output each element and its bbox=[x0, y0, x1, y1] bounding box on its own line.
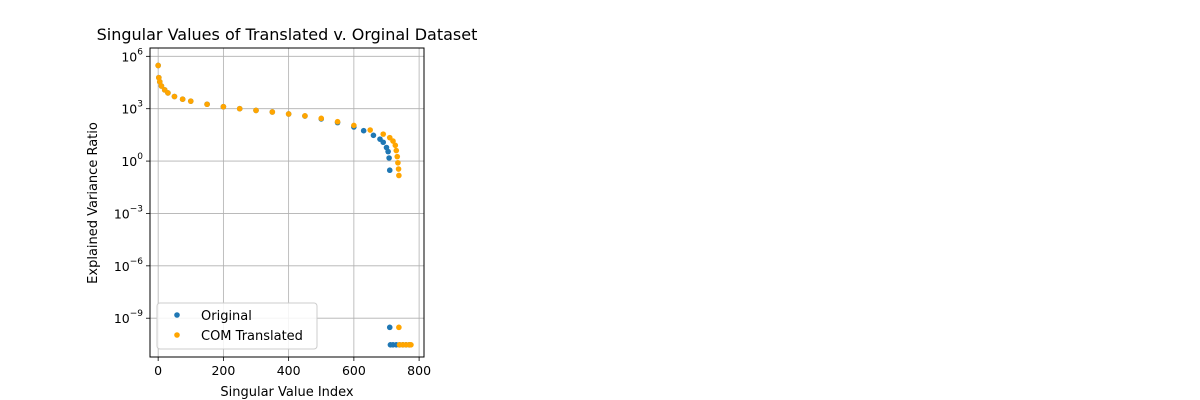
data-point bbox=[380, 131, 387, 137]
data-point bbox=[171, 93, 178, 100]
y-axis-label: Explained Variance Ratio bbox=[86, 122, 101, 284]
data-point bbox=[370, 132, 377, 139]
data-point bbox=[253, 107, 259, 114]
x-tick-label: 800 bbox=[407, 363, 431, 378]
data-point bbox=[285, 111, 292, 117]
chart-title: Singular Values of Translated v. Orginal… bbox=[97, 25, 478, 44]
data-point bbox=[395, 159, 401, 166]
data-point bbox=[156, 78, 163, 85]
data-point bbox=[386, 324, 393, 331]
data-point bbox=[220, 103, 227, 110]
data-point bbox=[187, 98, 194, 104]
y-tick-label: 10−9 bbox=[114, 309, 143, 326]
data-point bbox=[351, 122, 357, 129]
data-point bbox=[165, 90, 171, 96]
y-axis-ticks: 10−9 10−6 10−3 100 103 106 bbox=[114, 47, 150, 326]
data-point bbox=[396, 324, 402, 331]
legend-box bbox=[156, 302, 318, 350]
y-tick-label: 100 bbox=[121, 152, 143, 169]
data-point bbox=[367, 127, 373, 133]
data-point bbox=[390, 138, 396, 144]
data-point bbox=[394, 153, 401, 160]
data-point bbox=[158, 83, 165, 89]
legend-label-com-translated: COM Translated bbox=[201, 329, 303, 344]
plot-points bbox=[155, 62, 414, 348]
y-tick-label: 10−3 bbox=[114, 204, 143, 221]
plot-frame bbox=[149, 47, 425, 358]
y-tick-label: 106 bbox=[121, 47, 143, 64]
data-point bbox=[302, 113, 308, 119]
y-tick-label: 103 bbox=[121, 100, 143, 117]
legend-marker-original bbox=[174, 312, 180, 318]
data-point bbox=[396, 172, 402, 179]
x-axis-ticks: 0 200 400 600 800 bbox=[154, 357, 431, 378]
y-tick-label: 10−6 bbox=[114, 257, 143, 274]
data-point bbox=[408, 341, 414, 348]
data-point bbox=[269, 109, 276, 115]
data-point bbox=[179, 96, 186, 103]
data-point bbox=[360, 127, 367, 134]
x-axis-label: Singular Value Index bbox=[220, 385, 354, 400]
legend: Original COM Translated bbox=[156, 302, 318, 350]
data-point bbox=[318, 115, 325, 122]
data-point bbox=[395, 166, 402, 172]
data-point bbox=[236, 105, 243, 112]
data-point bbox=[386, 167, 393, 174]
data-point bbox=[334, 118, 341, 125]
data-point bbox=[386, 155, 392, 161]
x-tick-label: 600 bbox=[342, 363, 366, 378]
data-point bbox=[392, 142, 399, 149]
data-point bbox=[393, 147, 400, 154]
data-point bbox=[380, 139, 387, 146]
data-point bbox=[204, 101, 210, 108]
x-tick-label: 400 bbox=[277, 363, 301, 378]
data-point bbox=[155, 62, 161, 69]
x-tick-label: 0 bbox=[154, 363, 162, 378]
data-point bbox=[385, 148, 391, 155]
x-tick-label: 200 bbox=[211, 363, 235, 378]
legend-marker-com-translated bbox=[174, 332, 180, 338]
legend-label-original: Original bbox=[201, 309, 252, 324]
